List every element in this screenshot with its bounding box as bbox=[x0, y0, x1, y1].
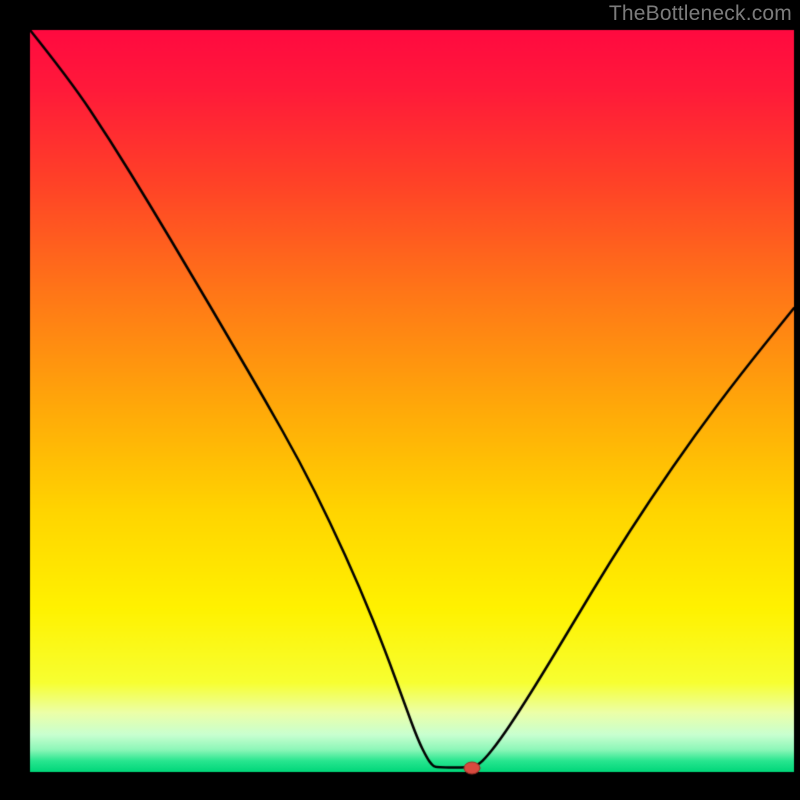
watermark-text: TheBottleneck.com bbox=[609, 2, 792, 26]
bottleneck-chart bbox=[0, 0, 800, 800]
